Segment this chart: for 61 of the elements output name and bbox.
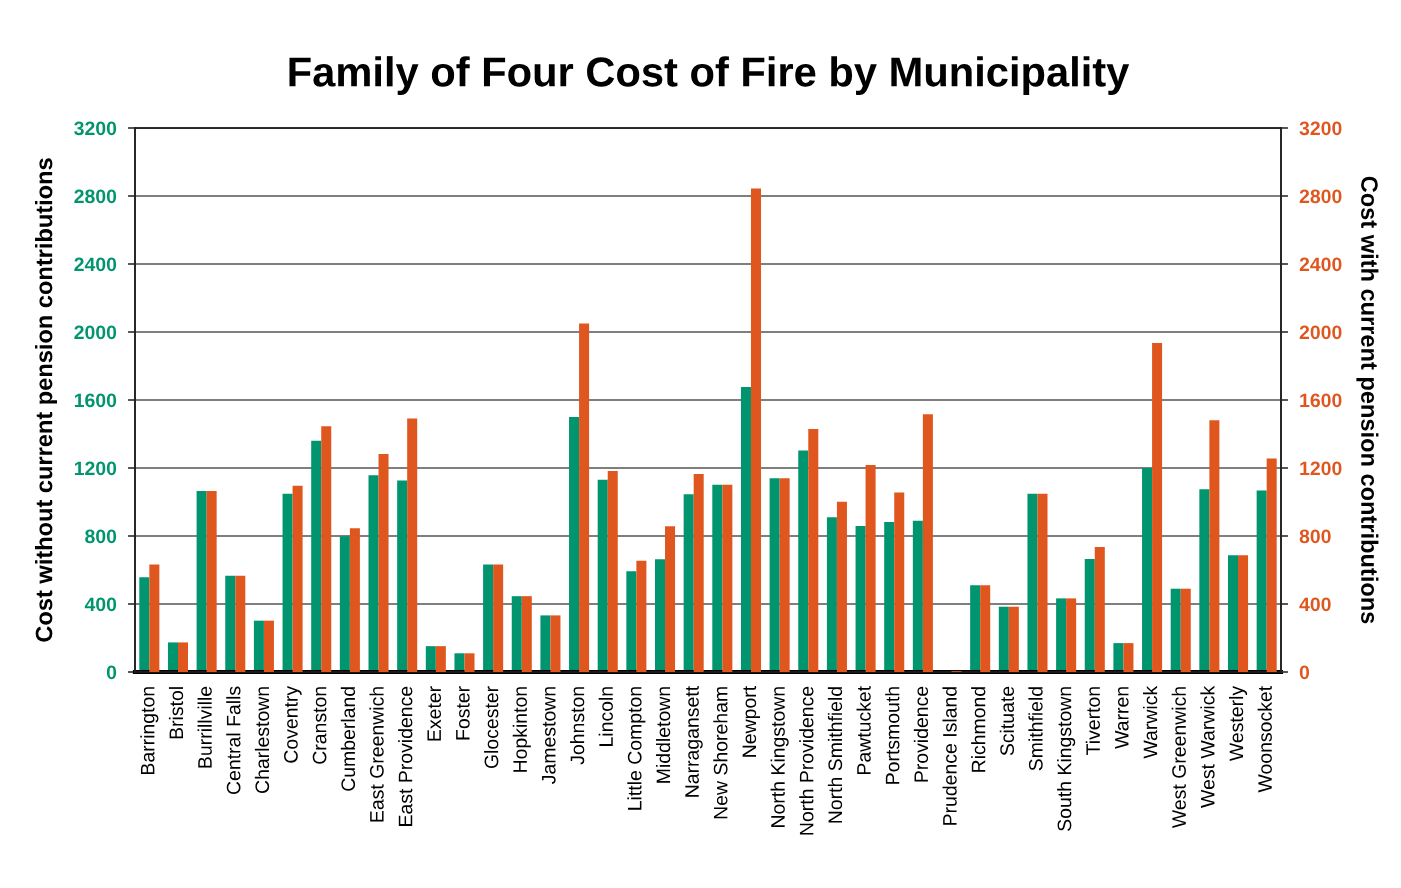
y2-axis-title: Cost with current pension contributions	[1356, 176, 1379, 624]
x-tick-label: Foster	[456, 686, 470, 740]
x-tick-label: Portsmouth	[885, 687, 900, 784]
x-tick-label: Westerly	[1228, 685, 1248, 762]
y-tick-label: 3200	[74, 121, 117, 136]
x-tick-label: Johnston	[570, 687, 585, 765]
x-tick-label: North Smithfield	[827, 687, 843, 823]
x-tick-label: West Warwick	[1200, 685, 1215, 808]
x-tick-label: Prudence Island	[942, 687, 957, 825]
x-tick-label: Pawtucket	[856, 686, 871, 774]
y-tick-label: 1200	[74, 461, 117, 476]
x-tick-label: Little Compton	[627, 687, 646, 810]
chart-title: Family of Four Cost of Fire by Municipality	[289, 56, 1130, 95]
x-tick-label: Barrington	[140, 687, 159, 774]
x-tick-label: Scituate	[999, 686, 1015, 756]
y2-tick-label: 1200	[1300, 461, 1342, 476]
x-tick-label: Warren	[1115, 687, 1129, 749]
x-tick-label: Central Falls	[226, 686, 241, 795]
x-tick-label: New Shoreham	[713, 687, 728, 819]
x-tick-label: Glocester	[484, 686, 499, 769]
x-tick-label: East Greenwich	[369, 687, 384, 822]
y2-tick-label: 0	[1299, 665, 1310, 680]
x-tick-label: Lincoln	[598, 687, 613, 746]
y2-tick-label: 2000	[1299, 325, 1342, 340]
x-tick-label: Cranston	[312, 687, 327, 764]
x-tick-label: Hopkinton	[512, 687, 531, 772]
x-tick-label: Narragansett	[685, 686, 703, 797]
x-tick-label: Providence	[913, 686, 929, 782]
y-tick-label: 800	[85, 529, 117, 544]
y2-tick-label: 1600	[1300, 393, 1342, 408]
y-tick-label: 400	[84, 597, 117, 612]
y2-tick-label: 2400	[1299, 257, 1342, 272]
x-tick-label: Coventry	[284, 685, 302, 763]
y2-tick-label: 400	[1299, 597, 1331, 612]
y2-tick-label: 800	[1299, 529, 1331, 544]
y-tick-label: 1600	[74, 393, 117, 408]
x-tick-label: Tiverton	[1085, 687, 1100, 755]
x-tick-label: West Greenwich	[1171, 687, 1186, 829]
y-tick-label: 2800	[74, 189, 117, 204]
x-tick-label: Jamestown	[542, 687, 556, 784]
y2-tick-label: 3200	[1299, 121, 1342, 136]
y-tick-label: 2400	[74, 257, 117, 272]
x-tick-label: South Kingstown	[1057, 687, 1076, 831]
x-tick-label: North Kingstown	[770, 687, 789, 827]
x-tick-label: Smithfield	[1028, 687, 1043, 771]
x-tick-label: Middletown	[655, 687, 671, 783]
x-tick-label: Warwick	[1143, 685, 1158, 759]
y-tick-label: 0	[106, 665, 117, 680]
x-tick-label: East Providence	[398, 686, 413, 826]
y-axis-title: Cost without current pension contributions	[35, 158, 58, 642]
x-tick-label: Woonsocket	[1257, 686, 1272, 793]
x-tick-label: Newport	[742, 686, 761, 757]
x-tick-label: Burrillville	[197, 686, 212, 768]
x-tick-label: North Providence	[799, 686, 814, 835]
y2-tick-label: 2800	[1299, 189, 1342, 204]
x-tick-label: Exeter	[427, 686, 442, 741]
y-tick-label: 2000	[74, 325, 117, 340]
x-tick-label: Bristol	[168, 687, 184, 739]
x-tick-label: Charlestown	[254, 687, 270, 793]
x-tick-label: Cumberland	[340, 687, 356, 791]
x-tick-label: Richmond	[971, 687, 986, 772]
